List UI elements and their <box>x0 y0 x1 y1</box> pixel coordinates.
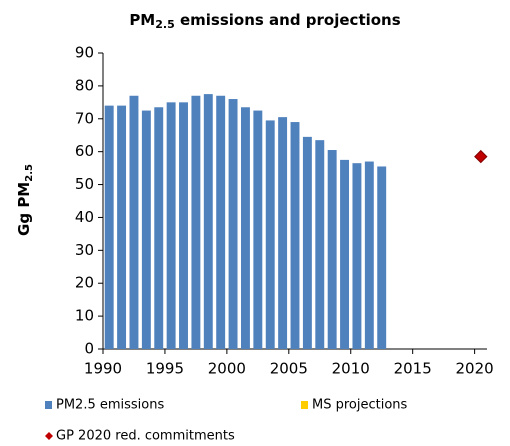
chart-title: PM2.5 emissions and projections <box>129 11 400 32</box>
bar <box>290 122 300 349</box>
y-tick-label: 30 <box>75 241 94 259</box>
x-tick-label: 2020 <box>456 360 494 378</box>
y-tick-label: 20 <box>75 274 94 292</box>
x-tick-label: 1990 <box>84 360 122 378</box>
bar <box>364 161 374 349</box>
bar <box>191 95 201 349</box>
y-tick-label: 0 <box>84 340 94 358</box>
y-tick-label: 10 <box>75 307 94 325</box>
y-axis-title: Gg PM2.5 <box>15 164 36 236</box>
bar <box>216 95 226 349</box>
bar <box>377 166 387 349</box>
bar <box>228 99 238 350</box>
bar <box>327 150 337 349</box>
bar <box>240 107 250 350</box>
legend-swatch <box>45 432 53 440</box>
y-tick-label: 90 <box>75 44 94 62</box>
bar <box>302 136 312 349</box>
bar <box>265 120 275 349</box>
bar <box>154 107 164 350</box>
bar <box>179 102 188 349</box>
x-tick-label: 2010 <box>332 360 370 378</box>
legend-label: GP 2020 red. commitments <box>56 429 235 444</box>
bar <box>278 117 288 349</box>
x-tick-label: 2015 <box>394 360 432 378</box>
y-tick-label: 80 <box>75 76 94 94</box>
bar <box>104 105 114 349</box>
bar <box>352 163 362 349</box>
legend-label: MS projections <box>312 398 408 413</box>
x-tick-label: 1995 <box>146 360 184 378</box>
bar <box>253 110 263 349</box>
diamond-marker <box>474 149 488 164</box>
bar <box>141 110 151 349</box>
legend-swatch <box>45 401 52 409</box>
title-main: PM <box>129 11 155 29</box>
bar <box>340 159 350 349</box>
bar <box>117 105 127 349</box>
title-rest: emissions and projections <box>175 11 401 29</box>
bar <box>129 95 139 349</box>
y-tick-label: 60 <box>75 142 94 160</box>
bar <box>315 140 325 349</box>
legend-swatch <box>301 401 308 409</box>
y-tick-label: 40 <box>75 208 94 226</box>
y-label-main: Gg PM <box>15 182 33 236</box>
title-sub: 2.5 <box>155 18 175 31</box>
y-label-sub: 2.5 <box>24 164 35 182</box>
bar <box>166 102 176 349</box>
y-tick-label: 50 <box>75 175 94 193</box>
legend-label: PM2.5 emissions <box>56 398 164 413</box>
x-tick-label: 2005 <box>270 360 308 378</box>
bar <box>203 94 213 349</box>
y-tick-label: 70 <box>75 109 94 127</box>
x-tick-label: 2000 <box>208 360 246 378</box>
